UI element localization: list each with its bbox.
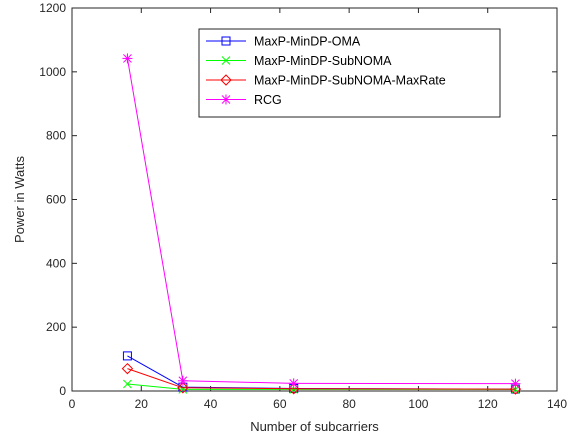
x-tick-label: 120 (478, 397, 498, 411)
series-layer (121, 53, 522, 395)
x-tick-label: 80 (342, 397, 356, 411)
data-point-rcg (122, 53, 133, 64)
y-tick-label: 400 (46, 256, 66, 270)
legend: MaxP-MinDP-OMA MaxP-MinDP-SubNOMA MaxP-Min… (198, 28, 501, 118)
data-point-maxp-mindp-subnoma-maxrate (177, 382, 189, 394)
legend-marker (220, 74, 232, 86)
legend-marker (221, 36, 231, 46)
legend-label: MaxP-MinDP-OMA (254, 35, 361, 49)
legend-item-maxp-mindp-subnoma-maxrate: MaxP-MinDP-SubNOMA-MaxRate (206, 74, 446, 88)
legend-marker (221, 94, 231, 105)
y-tick-label: 1000 (39, 65, 66, 79)
x-tick-label: 40 (204, 397, 218, 411)
data-point-maxp-mindp-oma (122, 351, 132, 361)
x-tick-label: 140 (547, 397, 567, 411)
legend-marker (221, 56, 231, 65)
y-tick-label: 0 (59, 384, 66, 398)
data-point-rcg (288, 378, 299, 389)
data-point-maxp-mindp-subnoma (123, 379, 132, 389)
legend-item-maxp-mindp-subnoma: MaxP-MinDP-SubNOMA (206, 54, 392, 68)
x-tick-label: 100 (408, 397, 428, 411)
series-line-maxp-mindp-subnoma-maxrate (127, 368, 516, 390)
legend-label: RCG (254, 93, 282, 107)
data-point-rcg (177, 375, 188, 386)
y-axis-label: Power in Watts (12, 156, 27, 243)
legend-label: MaxP-MinDP-SubNOMA-MaxRate (254, 74, 446, 88)
x-tick-label: 60 (273, 397, 287, 411)
data-point-maxp-mindp-subnoma-maxrate (121, 362, 134, 375)
y-tick-label: 600 (46, 193, 66, 207)
ticks-layer: 0 20 40 60 80 100 120 140 0 200 400 600 800 1000 1200 (39, 1, 567, 411)
x-tick-label: 20 (135, 397, 149, 411)
legend-item-rcg: RCG (206, 93, 282, 107)
legend-label: MaxP-MinDP-SubNOMA (254, 54, 392, 68)
y-tick-label: 800 (46, 129, 66, 143)
legend-item-maxp-mindp-oma: MaxP-MinDP-OMA (206, 35, 361, 49)
data-point-rcg (510, 378, 521, 389)
series-line-rcg (126, 58, 516, 385)
legend-box (198, 28, 501, 118)
y-tick-label: 200 (46, 320, 66, 334)
x-axis-label: Number of subcarriers (250, 419, 379, 434)
x-tick-label: 0 (69, 397, 76, 411)
y-tick-label: 1200 (39, 1, 66, 15)
